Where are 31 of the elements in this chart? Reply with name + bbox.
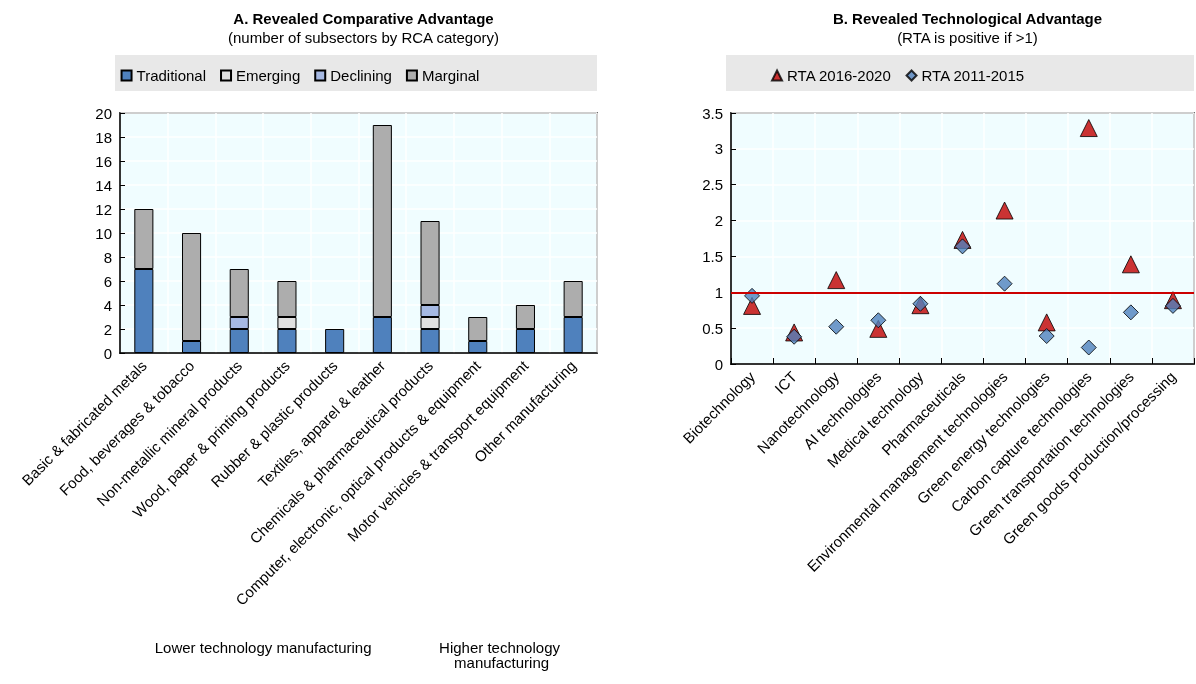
y-tick-label: 18 [95, 128, 112, 146]
legend-label: Emerging [236, 67, 301, 84]
chart-title: A. Revealed Comparative Advantage [233, 10, 494, 27]
legend-label: RTA 2011-2015 [921, 67, 1025, 84]
y-tick-label: 0 [103, 344, 112, 362]
chart-subtitle: (number of subsectors by RCA category) [228, 29, 499, 46]
y-tick-label: 6 [103, 272, 112, 290]
y-tick-label: 4 [103, 296, 112, 314]
y-tick-label: 1.5 [702, 247, 723, 265]
y-tick-label: 10 [95, 224, 112, 242]
chart-title: B. Revealed Technological Advantage [832, 10, 1103, 27]
y-tick-label: 1 [714, 283, 723, 301]
y-tick-label: 20 [95, 104, 112, 122]
text: Higher technology manufacturing [439, 639, 565, 671]
y-tick-label: 2.5 [702, 176, 723, 194]
y-tick-label: 2 [714, 212, 723, 230]
text: Lower technology manufacturing [154, 639, 372, 656]
y-tick-label: 16 [95, 152, 112, 170]
y-tick-label: 14 [95, 176, 112, 194]
y-tick-label: 3.5 [702, 104, 723, 122]
y-tick-label: 2 [103, 320, 112, 338]
y-tick-label: 0 [714, 355, 723, 373]
y-tick-label: 8 [103, 248, 112, 266]
y-tick-label: 0.5 [702, 319, 723, 337]
legend-label: RTA 2016-2020 [787, 67, 891, 84]
y-tick-label: 3 [714, 140, 723, 158]
legend-label: Marginal [421, 67, 480, 84]
legend-label: Traditional [136, 67, 207, 84]
legend-label: Declining [330, 67, 392, 84]
y-tick-label: 12 [95, 200, 112, 218]
chart-subtitle: (RTA is positive if >1) [897, 29, 1038, 46]
